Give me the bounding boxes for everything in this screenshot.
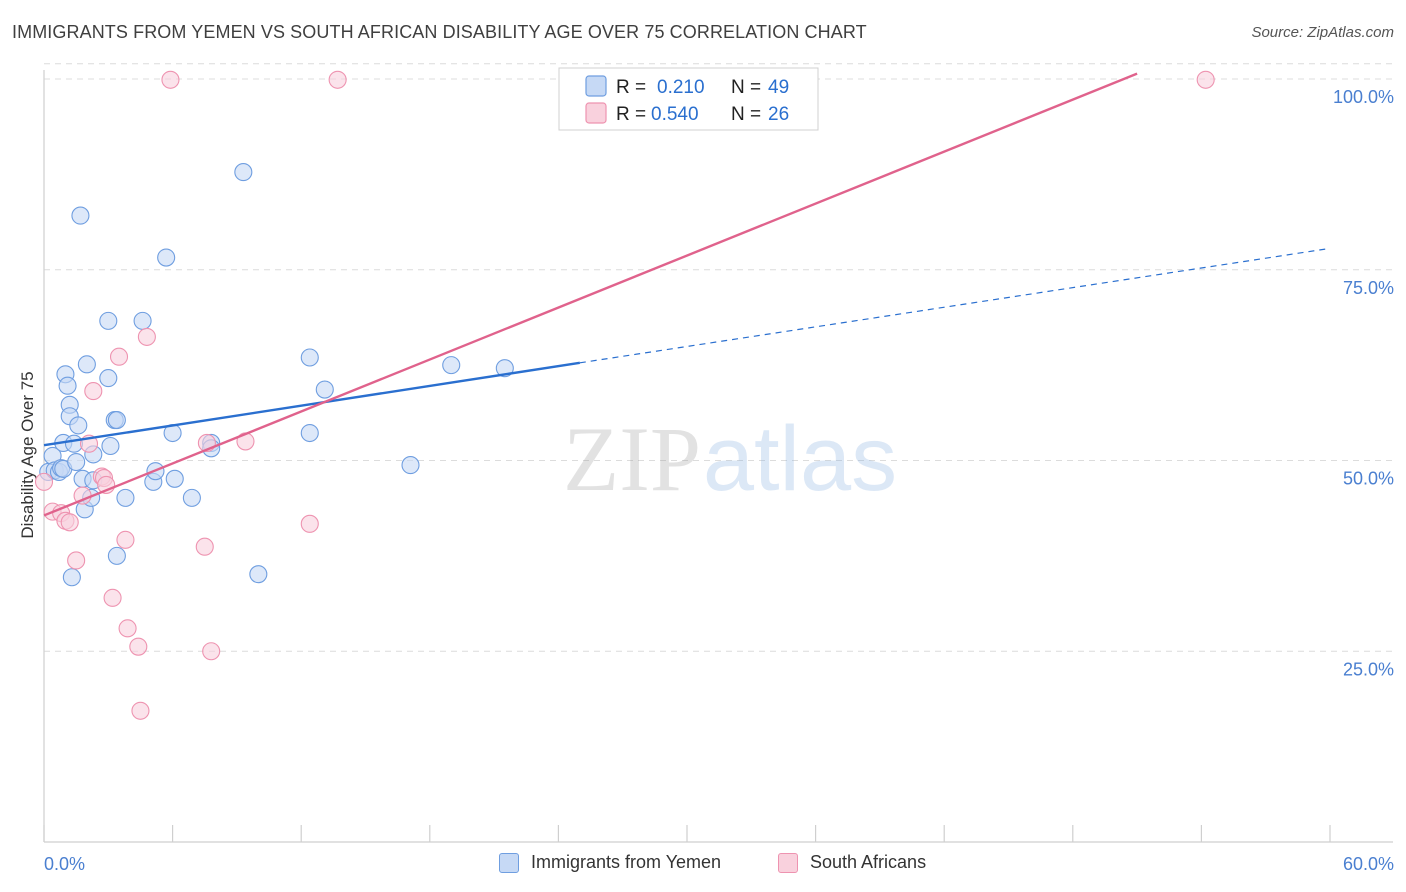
legend-n-label-south-africans: N = xyxy=(731,104,761,125)
point-yemen xyxy=(64,434,84,453)
source-credit: Source: ZipAtlas.com xyxy=(1251,24,1394,41)
point-yemen xyxy=(133,311,152,330)
y-tick-labels: 25.0% 50.0% 75.0% 100.0% xyxy=(1333,87,1394,679)
gridlines xyxy=(44,63,1393,652)
point-south-africans xyxy=(328,70,347,89)
point-south-africans xyxy=(109,347,129,366)
point-yemen xyxy=(315,380,334,399)
watermark: ZIP atlas xyxy=(563,408,897,510)
point-yemen xyxy=(300,423,319,443)
trend-line-yemen xyxy=(43,361,581,447)
series-legend-swatch-yemen xyxy=(499,852,519,873)
point-yemen xyxy=(234,163,253,182)
legend-swatch-south-africans xyxy=(585,102,607,124)
point-yemen xyxy=(165,469,184,488)
point-south-africans xyxy=(84,382,103,401)
series-legend-swatch-south-africans xyxy=(778,852,798,873)
x-tick-label-max: 60.0% xyxy=(1343,854,1394,874)
point-yemen xyxy=(101,436,120,456)
point-south-africans xyxy=(103,588,122,607)
y-tick-label-50: 50.0% xyxy=(1343,469,1394,489)
point-yemen xyxy=(182,488,201,507)
point-yemen xyxy=(157,248,176,267)
y-tick-label-25: 25.0% xyxy=(1343,659,1394,679)
x-tick-label-min: 0.0% xyxy=(44,854,85,874)
point-yemen xyxy=(69,416,88,435)
point-yemen xyxy=(71,206,90,225)
series-legend: Immigrants from Yemen South Africans xyxy=(0,852,1406,878)
point-south-africans xyxy=(129,637,148,656)
x-tick-labels: 0.0% 60.0% xyxy=(44,854,1394,874)
point-yemen xyxy=(495,359,514,378)
legend-r-value-south-africans: 0.540 xyxy=(651,104,699,125)
point-south-africans xyxy=(300,514,319,533)
point-south-africans xyxy=(161,70,180,89)
series-legend-label-south-africans: South Africans xyxy=(810,852,927,872)
legend-n-label-yemen: N = xyxy=(731,77,761,98)
watermark-zip: ZIP xyxy=(563,408,701,510)
point-yemen xyxy=(77,355,96,374)
legend-n-value-south-africans: 26 xyxy=(768,104,789,125)
point-south-africans xyxy=(202,642,221,661)
trend-line-yemen-extension xyxy=(579,247,1331,364)
point-south-africans xyxy=(137,327,156,346)
point-south-africans xyxy=(118,619,137,638)
point-yemen xyxy=(107,411,126,430)
point-yemen xyxy=(99,311,118,330)
point-yemen xyxy=(249,565,268,584)
legend-r-label-yemen: R = xyxy=(616,77,646,98)
y-tick-label-100: 100.0% xyxy=(1333,87,1394,107)
legend-r-label-south-africans: R = xyxy=(616,104,646,125)
series-legend-label-yemen: Immigrants from Yemen xyxy=(531,852,722,872)
point-yemen xyxy=(107,546,126,565)
chart-title: IMMIGRANTS FROM YEMEN VS SOUTH AFRICAN D… xyxy=(12,22,867,42)
legend-r-value-yemen: 0.210 xyxy=(657,77,705,98)
legend-n-value-yemen: 49 xyxy=(768,77,789,98)
trend-line-south-africans xyxy=(43,72,1138,517)
data-points xyxy=(34,70,1215,720)
point-yemen xyxy=(300,348,319,367)
point-south-africans xyxy=(1196,70,1215,89)
trend-lines xyxy=(43,72,1331,517)
point-yemen xyxy=(116,488,135,507)
point-south-africans xyxy=(116,530,135,549)
point-yemen xyxy=(58,376,77,395)
point-south-africans xyxy=(195,537,214,556)
point-yemen xyxy=(62,568,81,587)
legend-swatch-yemen xyxy=(585,75,607,97)
point-south-africans xyxy=(60,513,79,532)
point-yemen xyxy=(401,456,420,475)
point-south-africans xyxy=(34,472,54,491)
stats-legend: R = 0.210 N = 49 R = 0.540 N = 26 xyxy=(558,67,819,131)
series-legend-item-yemen[interactable]: Immigrants from Yemen xyxy=(499,852,721,873)
point-south-africans xyxy=(131,701,150,720)
point-yemen xyxy=(442,356,461,375)
point-yemen xyxy=(67,452,86,472)
point-south-africans xyxy=(67,551,86,570)
watermark-atlas: atlas xyxy=(703,408,897,510)
point-yemen xyxy=(99,369,118,388)
y-tick-label-75: 75.0% xyxy=(1343,278,1394,298)
series-legend-item-south-africans[interactable]: South Africans xyxy=(778,852,926,873)
